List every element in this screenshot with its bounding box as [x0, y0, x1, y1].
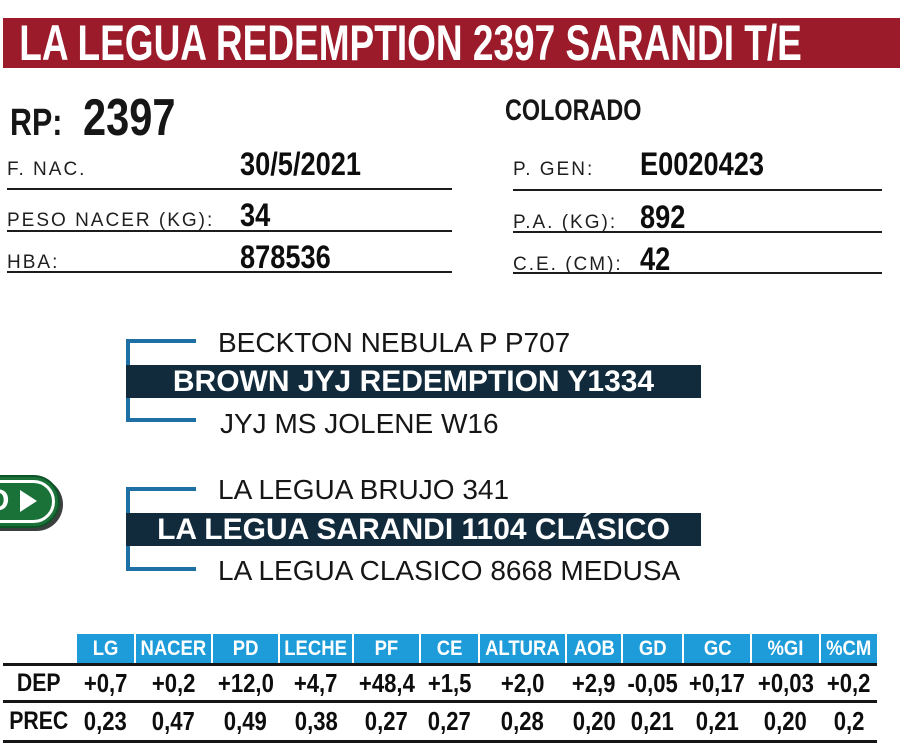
- field-value: 30/5/2021: [240, 146, 362, 182]
- epd-value: -0,05: [627, 667, 678, 698]
- field-row-pa: P.A. (KG): 892: [513, 199, 882, 236]
- epd-column-header: LECHE: [280, 634, 352, 663]
- epd-value: +1,5: [427, 667, 472, 698]
- field-row-peso-nacer: PESO NACER (KG): 34: [7, 197, 452, 234]
- epd-value: 0,27: [428, 706, 472, 736]
- play-icon: [20, 490, 37, 512]
- title-banner: LA LEGUA REDEMPTION 2397 SARANDI T/E: [3, 18, 900, 68]
- epd-value: +0,7: [83, 667, 128, 698]
- dam-of-dam-name: LA LEGUA CLASICO 8668 MEDUSA: [218, 555, 681, 586]
- epd-column-header: PF: [353, 634, 420, 663]
- epd-column-header: PD: [212, 634, 279, 663]
- field-value: 892: [640, 199, 686, 235]
- divider: [7, 230, 452, 232]
- coat-color-label: COLORADO: [505, 94, 642, 127]
- epd-column-header: GD: [623, 634, 683, 663]
- epd-header-spacer: [3, 634, 75, 663]
- field-label: PESO NACER (KG):: [7, 210, 215, 231]
- field-value: E0020423: [640, 146, 765, 182]
- rp-row: RP: 2397: [10, 88, 199, 148]
- epd-value: +0,2: [151, 667, 196, 698]
- video-badge-button[interactable]: O: [0, 475, 60, 528]
- sire-of-dam-name: LA LEGUA BRUJO 341: [218, 474, 510, 505]
- epd-value: 0,2: [833, 706, 865, 736]
- epd-value: 0,20: [764, 706, 808, 736]
- epd-value: +4,7: [294, 667, 338, 698]
- epd-value: +0,2: [827, 667, 871, 698]
- epd-column-header: AOB: [566, 634, 622, 663]
- field-row-pgen: P. GEN: E0020423: [513, 146, 882, 183]
- epd-row-label: PREC: [9, 707, 69, 735]
- pedigree-bracket-line: [126, 487, 196, 491]
- dam-name-bar: LA LEGUA SARANDI 1104 CLÁSICO: [126, 513, 701, 546]
- rp-label: RP:: [10, 102, 63, 144]
- epd-value: +2,0: [500, 667, 545, 698]
- epd-value: 0,47: [151, 706, 195, 736]
- pedigree-bracket-line: [126, 567, 196, 571]
- epd-value: 0,21: [631, 706, 675, 736]
- field-label: F. NAC.: [7, 159, 87, 180]
- epd-column-header: GC: [684, 634, 751, 663]
- epd-row-label: DEP: [17, 668, 61, 697]
- field-row-fnac: F. NAC. 30/5/2021: [7, 146, 452, 183]
- divider: [513, 272, 882, 274]
- field-label: C.E. (CM):: [513, 254, 623, 275]
- field-label: P.A. (KG):: [513, 212, 618, 233]
- table-line: [3, 700, 877, 703]
- divider: [7, 271, 452, 273]
- divider: [7, 188, 452, 190]
- animal-title: LA LEGUA REDEMPTION 2397 SARANDI T/E: [19, 15, 802, 71]
- field-row-hba: HBA: 878536: [7, 239, 452, 276]
- epd-value: 0,23: [83, 706, 127, 736]
- sire-name: BROWN JYJ REDEMPTION Y1334: [172, 364, 655, 398]
- dam-of-sire-name: JYJ MS JOLENE W16: [220, 408, 499, 439]
- epd-value: +2,9: [572, 667, 616, 698]
- badge-letter: O: [0, 486, 9, 516]
- field-value: 34: [240, 197, 271, 233]
- divider: [513, 231, 882, 233]
- pedigree-bracket-line: [126, 339, 196, 343]
- field-row-ce: C.E. (CM): 42: [513, 241, 882, 278]
- rp-value: 2397: [83, 89, 177, 147]
- epd-value: +0,03: [757, 667, 814, 698]
- badge-ring: [0, 480, 55, 523]
- sire-name-bar: BROWN JYJ REDEMPTION Y1334: [126, 365, 701, 398]
- epd-value: 0,27: [364, 706, 408, 736]
- epd-value: 0,21: [695, 706, 739, 736]
- dam-name: LA LEGUA SARANDI 1104 CLÁSICO: [157, 512, 670, 546]
- epd-table: LG NACER PD LECHE PF CE ALTURA AOB GD GC…: [3, 634, 877, 743]
- table-line: [3, 740, 877, 743]
- epd-column-header: NACER: [135, 634, 211, 663]
- epd-value: +12,0: [217, 667, 274, 698]
- table-line: [3, 663, 877, 666]
- field-label: HBA:: [7, 252, 60, 273]
- sire-of-sire-name: BECKTON NEBULA P P707: [218, 327, 571, 358]
- epd-value: 0,49: [223, 706, 267, 736]
- epd-column-header: LG: [77, 634, 134, 663]
- epd-value: 0,28: [501, 706, 545, 736]
- field-label: P. GEN:: [513, 159, 595, 180]
- epd-column-header: CE: [421, 634, 479, 663]
- field-value: 42: [640, 241, 671, 277]
- pedigree-bracket-line: [126, 418, 196, 422]
- epd-value: +0,17: [689, 667, 746, 698]
- epd-column-header: %GI: [752, 634, 820, 663]
- field-value: 878536: [240, 239, 331, 275]
- epd-column-header: ALTURA: [480, 634, 565, 663]
- epd-value: 0,38: [294, 706, 338, 736]
- epd-value: +48,4: [358, 667, 415, 698]
- epd-column-header: %CM: [821, 634, 877, 663]
- divider: [513, 189, 882, 191]
- epd-value: 0,20: [572, 706, 616, 736]
